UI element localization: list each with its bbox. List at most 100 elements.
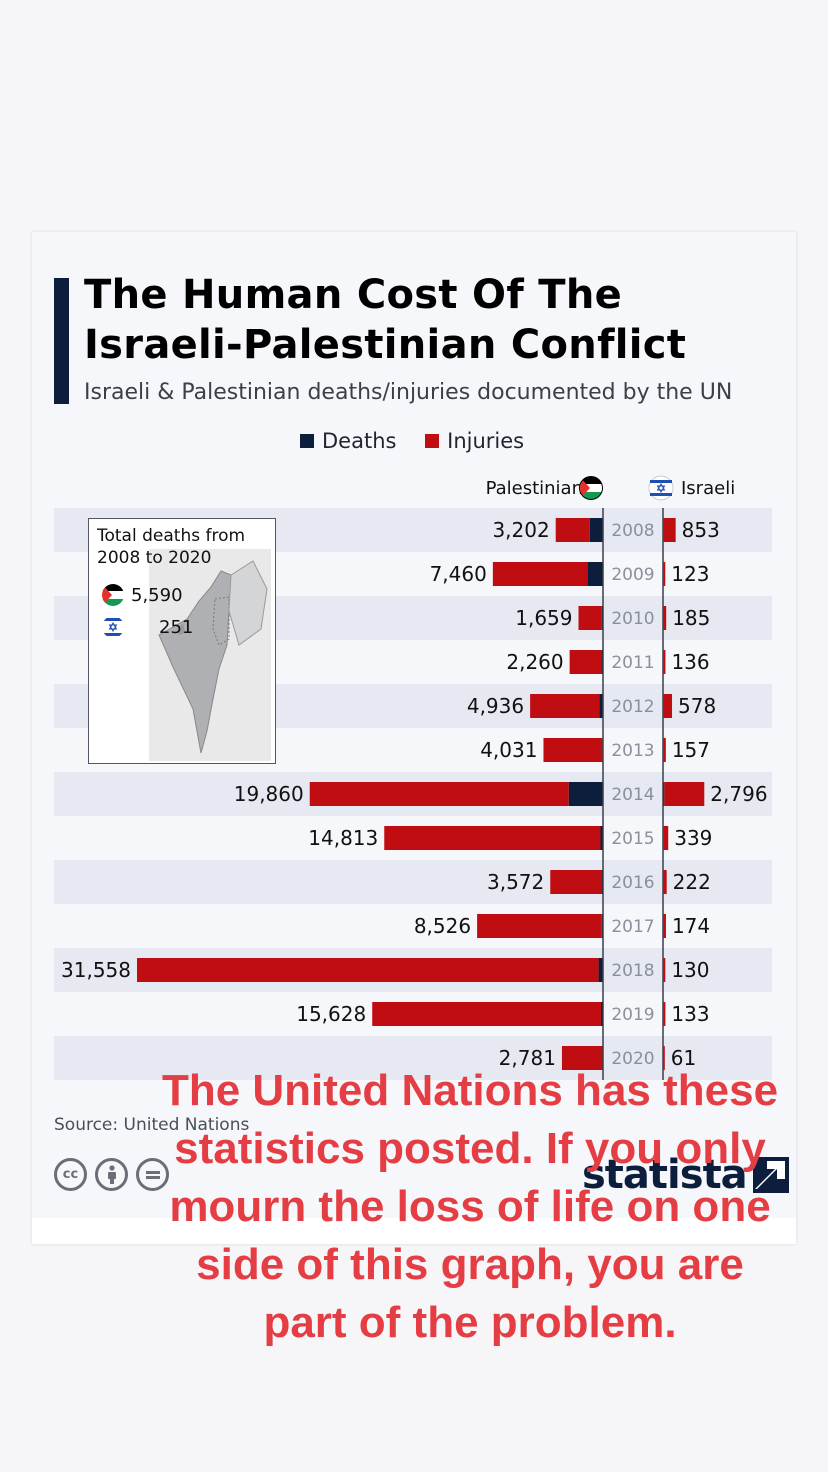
israeli-value-label: 136 — [671, 650, 709, 674]
bar-chart: Palestinian Israeli 3,202 853 2008 7,460 123 20… — [54, 475, 772, 1080]
israeli-value-label: 578 — [678, 694, 716, 718]
legend-deaths-label: Deaths — [322, 429, 397, 453]
palestine-flag-icon — [102, 584, 124, 606]
bar-israeli-injuries — [663, 738, 666, 762]
israeli-value-label: 185 — [672, 606, 710, 630]
bar-palestinian-injuries — [309, 782, 569, 806]
year-tick-label: 2009 — [611, 565, 654, 585]
year-tick-label: 2020 — [611, 1049, 654, 1069]
israeli-value-label: 2,796 — [710, 782, 767, 806]
statista-mark-icon — [752, 1157, 789, 1193]
inset-title: Total deaths from 2008 to 2020 — [97, 526, 246, 568]
bar-israeli-injuries — [663, 562, 666, 586]
palestinian-value-label: 1,659 — [515, 606, 572, 630]
injuries-swatch — [425, 434, 440, 448]
chart-title: The Human Cost Of The Israeli-Palestinia… — [84, 272, 687, 368]
deaths-swatch — [300, 434, 314, 448]
brand-name: statista — [582, 1152, 748, 1198]
bar-palestinian-injuries — [543, 738, 603, 762]
bar-palestinian-injuries — [137, 958, 599, 982]
year-tick-label: 2008 — [611, 521, 654, 541]
israel-flag-icon — [102, 616, 124, 638]
israeli-value-label: 133 — [671, 1002, 709, 1026]
israeli-total-row: 251 — [101, 615, 193, 639]
chart-subtitle: Israeli & Palestinian deaths/injuries do… — [84, 380, 733, 405]
israeli-value-label: 222 — [673, 870, 711, 894]
israeli-value-label: 130 — [671, 958, 709, 982]
palestinian-value-label: 7,460 — [430, 562, 487, 586]
bar-palestinian-deaths — [599, 694, 603, 718]
bar-israeli-injuries — [663, 694, 673, 718]
palestinian-total-row: 5,590 — [101, 583, 183, 607]
bar-palestinian-injuries — [550, 870, 602, 894]
chart-card: The Human Cost Of The Israeli-Palestinia… — [32, 232, 796, 1244]
bar-palestinian-deaths — [600, 826, 603, 850]
bar-israeli-injuries — [663, 958, 666, 982]
palestinian-value-label: 4,936 — [467, 694, 524, 718]
bar-palestinian-deaths — [598, 958, 603, 982]
bar-israeli-injuries — [663, 870, 667, 894]
palestinian-value-label: 14,813 — [308, 826, 378, 850]
card-footer-strip — [32, 1218, 796, 1244]
israeli-value-label: 123 — [671, 562, 709, 586]
palestinian-value-label: 15,628 — [296, 1002, 366, 1026]
bar-palestinian-injuries — [530, 694, 600, 718]
total-deaths-inset: Total deaths from 2008 to 2020 5,590 — [88, 518, 276, 764]
bar-palestinian-injuries — [569, 650, 602, 674]
israeli-total-value: 251 — [159, 616, 194, 638]
palestinian-total-value: 5,590 — [131, 584, 183, 606]
bar-palestinian-injuries — [372, 1002, 601, 1026]
year-tick-label: 2010 — [611, 609, 654, 629]
israeli-value-label: 174 — [672, 914, 710, 938]
attribution-icon — [95, 1158, 128, 1191]
year-tick-label: 2018 — [611, 961, 654, 981]
israeli-value-label: 339 — [674, 826, 712, 850]
year-tick-label: 2011 — [611, 653, 654, 673]
bar-palestinian-injuries — [492, 562, 588, 586]
year-tick-label: 2017 — [611, 917, 654, 937]
bar-palestinian-injuries — [578, 606, 602, 630]
palestinian-value-label: 3,202 — [492, 518, 549, 542]
bar-palestinian-deaths — [587, 562, 603, 586]
bar-palestinian-deaths — [601, 870, 603, 894]
bar-palestinian-injuries — [555, 518, 590, 542]
bar-palestinian-deaths — [600, 1002, 603, 1026]
bar-israeli-injuries — [663, 518, 676, 542]
bar-palestinian-deaths — [568, 782, 603, 806]
legend-deaths: Deaths — [300, 429, 396, 453]
palestinian-value-label: 2,260 — [506, 650, 563, 674]
bar-palestinian-injuries — [561, 1046, 603, 1070]
palestinian-side-label: Palestinian — [486, 478, 583, 499]
year-tick-label: 2016 — [611, 873, 654, 893]
bar-israeli-injuries — [663, 826, 669, 850]
palestinian-value-label: 3,572 — [487, 870, 544, 894]
palestinian-value-label: 19,860 — [234, 782, 304, 806]
bar-palestinian-deaths — [601, 650, 603, 674]
israel-map-icon — [149, 549, 271, 761]
bar-israeli-injuries — [663, 650, 666, 674]
row-band — [54, 1036, 772, 1080]
cc-icon: cc — [54, 1158, 87, 1191]
title-accent-bar — [54, 278, 69, 404]
bar-palestinian-injuries — [477, 914, 602, 938]
year-tick-label: 2015 — [611, 829, 654, 849]
bar-israeli-injuries — [663, 606, 667, 630]
row-band — [54, 860, 772, 904]
palestinian-header-flag-icon — [579, 476, 603, 500]
israeli-value-label: 61 — [671, 1046, 696, 1070]
bar-israeli-injuries — [663, 914, 666, 938]
bar-palestinian-injuries — [384, 826, 601, 850]
palestinian-value-label: 8,526 — [414, 914, 471, 938]
israeli-side-label: Israeli — [681, 478, 735, 499]
palestinian-value-label: 31,558 — [61, 958, 131, 982]
israeli-value-label: 853 — [682, 518, 720, 542]
bar-palestinian-deaths — [589, 518, 603, 542]
bar-israeli-injuries — [664, 782, 705, 806]
year-tick-label: 2014 — [611, 785, 654, 805]
source-note: Source: United Nations — [54, 1115, 250, 1135]
no-derivatives-icon — [136, 1158, 169, 1191]
bar-israeli-injuries — [663, 1002, 666, 1026]
israeli-value-label: 157 — [672, 738, 710, 762]
palestinian-value-label: 4,031 — [480, 738, 537, 762]
year-tick-label: 2013 — [611, 741, 654, 761]
